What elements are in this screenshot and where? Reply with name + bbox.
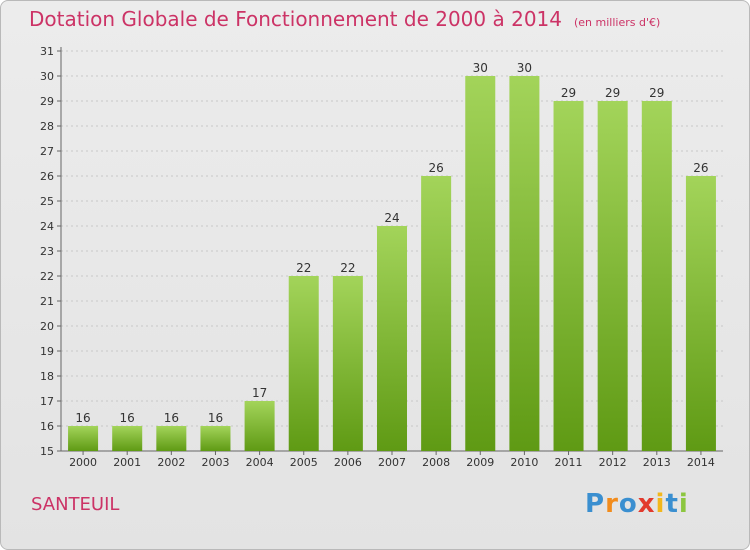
- bar: [244, 401, 275, 451]
- x-tick-label: 2007: [378, 456, 406, 469]
- labels: 15 16 17 18 19 20 21 22 23 24 25 26 27 28 29 30 31 16 2000…: [40, 45, 715, 469]
- y-tick-label: 15: [40, 445, 54, 458]
- x-tick-label: 2000: [69, 456, 97, 469]
- bar-value-label: 22: [296, 261, 311, 275]
- bar: [421, 176, 452, 451]
- bar: [332, 276, 363, 451]
- bar-value-label: 17: [252, 386, 267, 400]
- bar: [68, 426, 99, 451]
- x-tick-label: 2005: [290, 456, 318, 469]
- bar: [376, 226, 408, 451]
- bar-value-label: 29: [605, 86, 620, 100]
- bar: [465, 76, 496, 451]
- bar-value-label: 26: [428, 161, 443, 175]
- commune-name: SANTEUIL: [31, 494, 120, 515]
- x-tick-label: 2004: [246, 456, 274, 469]
- y-tick-label: 23: [40, 245, 54, 258]
- bar: [641, 101, 672, 451]
- x-tick-label: 2010: [510, 456, 538, 469]
- bar: [112, 426, 143, 451]
- logo-letter: i: [678, 489, 689, 519]
- y-tick-label: 22: [40, 270, 54, 283]
- y-tick-label: 16: [40, 420, 54, 433]
- y-tick-label: 25: [40, 195, 54, 208]
- x-tick-label: 2003: [201, 456, 229, 469]
- y-tick-label: 30: [40, 70, 54, 83]
- y-tick-label: 19: [40, 345, 54, 358]
- bar: [553, 101, 584, 451]
- y-tick-label: 27: [40, 145, 54, 158]
- chart-title: Dotation Globale de Fonctionnement de 20…: [29, 7, 660, 31]
- bar-value-label: 16: [75, 411, 90, 425]
- x-tick-label: 2014: [687, 456, 715, 469]
- x-tick-label: 2001: [113, 456, 141, 469]
- bar-value-label: 16: [120, 411, 135, 425]
- bar: [156, 426, 187, 451]
- chart-title-text: Dotation Globale de Fonctionnement de 20…: [29, 7, 562, 31]
- bar-value-label: 24: [384, 211, 399, 225]
- bar-value-label: 22: [340, 261, 355, 275]
- bar-value-label: 16: [208, 411, 223, 425]
- y-tick-label: 31: [40, 45, 54, 58]
- bar: [200, 426, 231, 451]
- y-tick-label: 24: [40, 220, 54, 233]
- x-tick-label: 2006: [334, 456, 362, 469]
- x-tick-label: 2011: [555, 456, 583, 469]
- bar-value-label: 26: [693, 161, 708, 175]
- proxiti-logo: Proxiti: [585, 489, 689, 519]
- y-tick-label: 26: [40, 170, 54, 183]
- y-tick-label: 18: [40, 370, 54, 383]
- logo-letter: i: [655, 489, 666, 519]
- bar-value-label: 30: [517, 61, 532, 75]
- logo-letter: t: [665, 489, 679, 519]
- x-tick-label: 2012: [599, 456, 627, 469]
- x-tick-label: 2008: [422, 456, 450, 469]
- bar-value-label: 16: [164, 411, 179, 425]
- bar-value-label: 30: [473, 61, 488, 75]
- chart-unit: (en milliers d'€): [574, 16, 661, 29]
- bar: [509, 76, 540, 451]
- bar: [597, 101, 628, 451]
- y-tick-label: 17: [40, 395, 54, 408]
- bar-value-label: 29: [561, 86, 576, 100]
- x-tick-label: 2013: [643, 456, 671, 469]
- logo-letter: P: [585, 489, 606, 519]
- x-tick-label: 2002: [157, 456, 185, 469]
- y-tick-label: 29: [40, 95, 54, 108]
- logo-letter: r: [605, 489, 619, 519]
- y-tick-label: 21: [40, 295, 54, 308]
- bar-value-label: 29: [649, 86, 664, 100]
- logo-letter: x: [637, 489, 656, 519]
- bar: [685, 176, 716, 451]
- logo-letter: o: [618, 489, 638, 519]
- y-tick-label: 28: [40, 120, 54, 133]
- bars: [68, 76, 716, 451]
- y-tick-label: 20: [40, 320, 54, 333]
- x-tick-label: 2009: [466, 456, 494, 469]
- bar: [288, 276, 319, 451]
